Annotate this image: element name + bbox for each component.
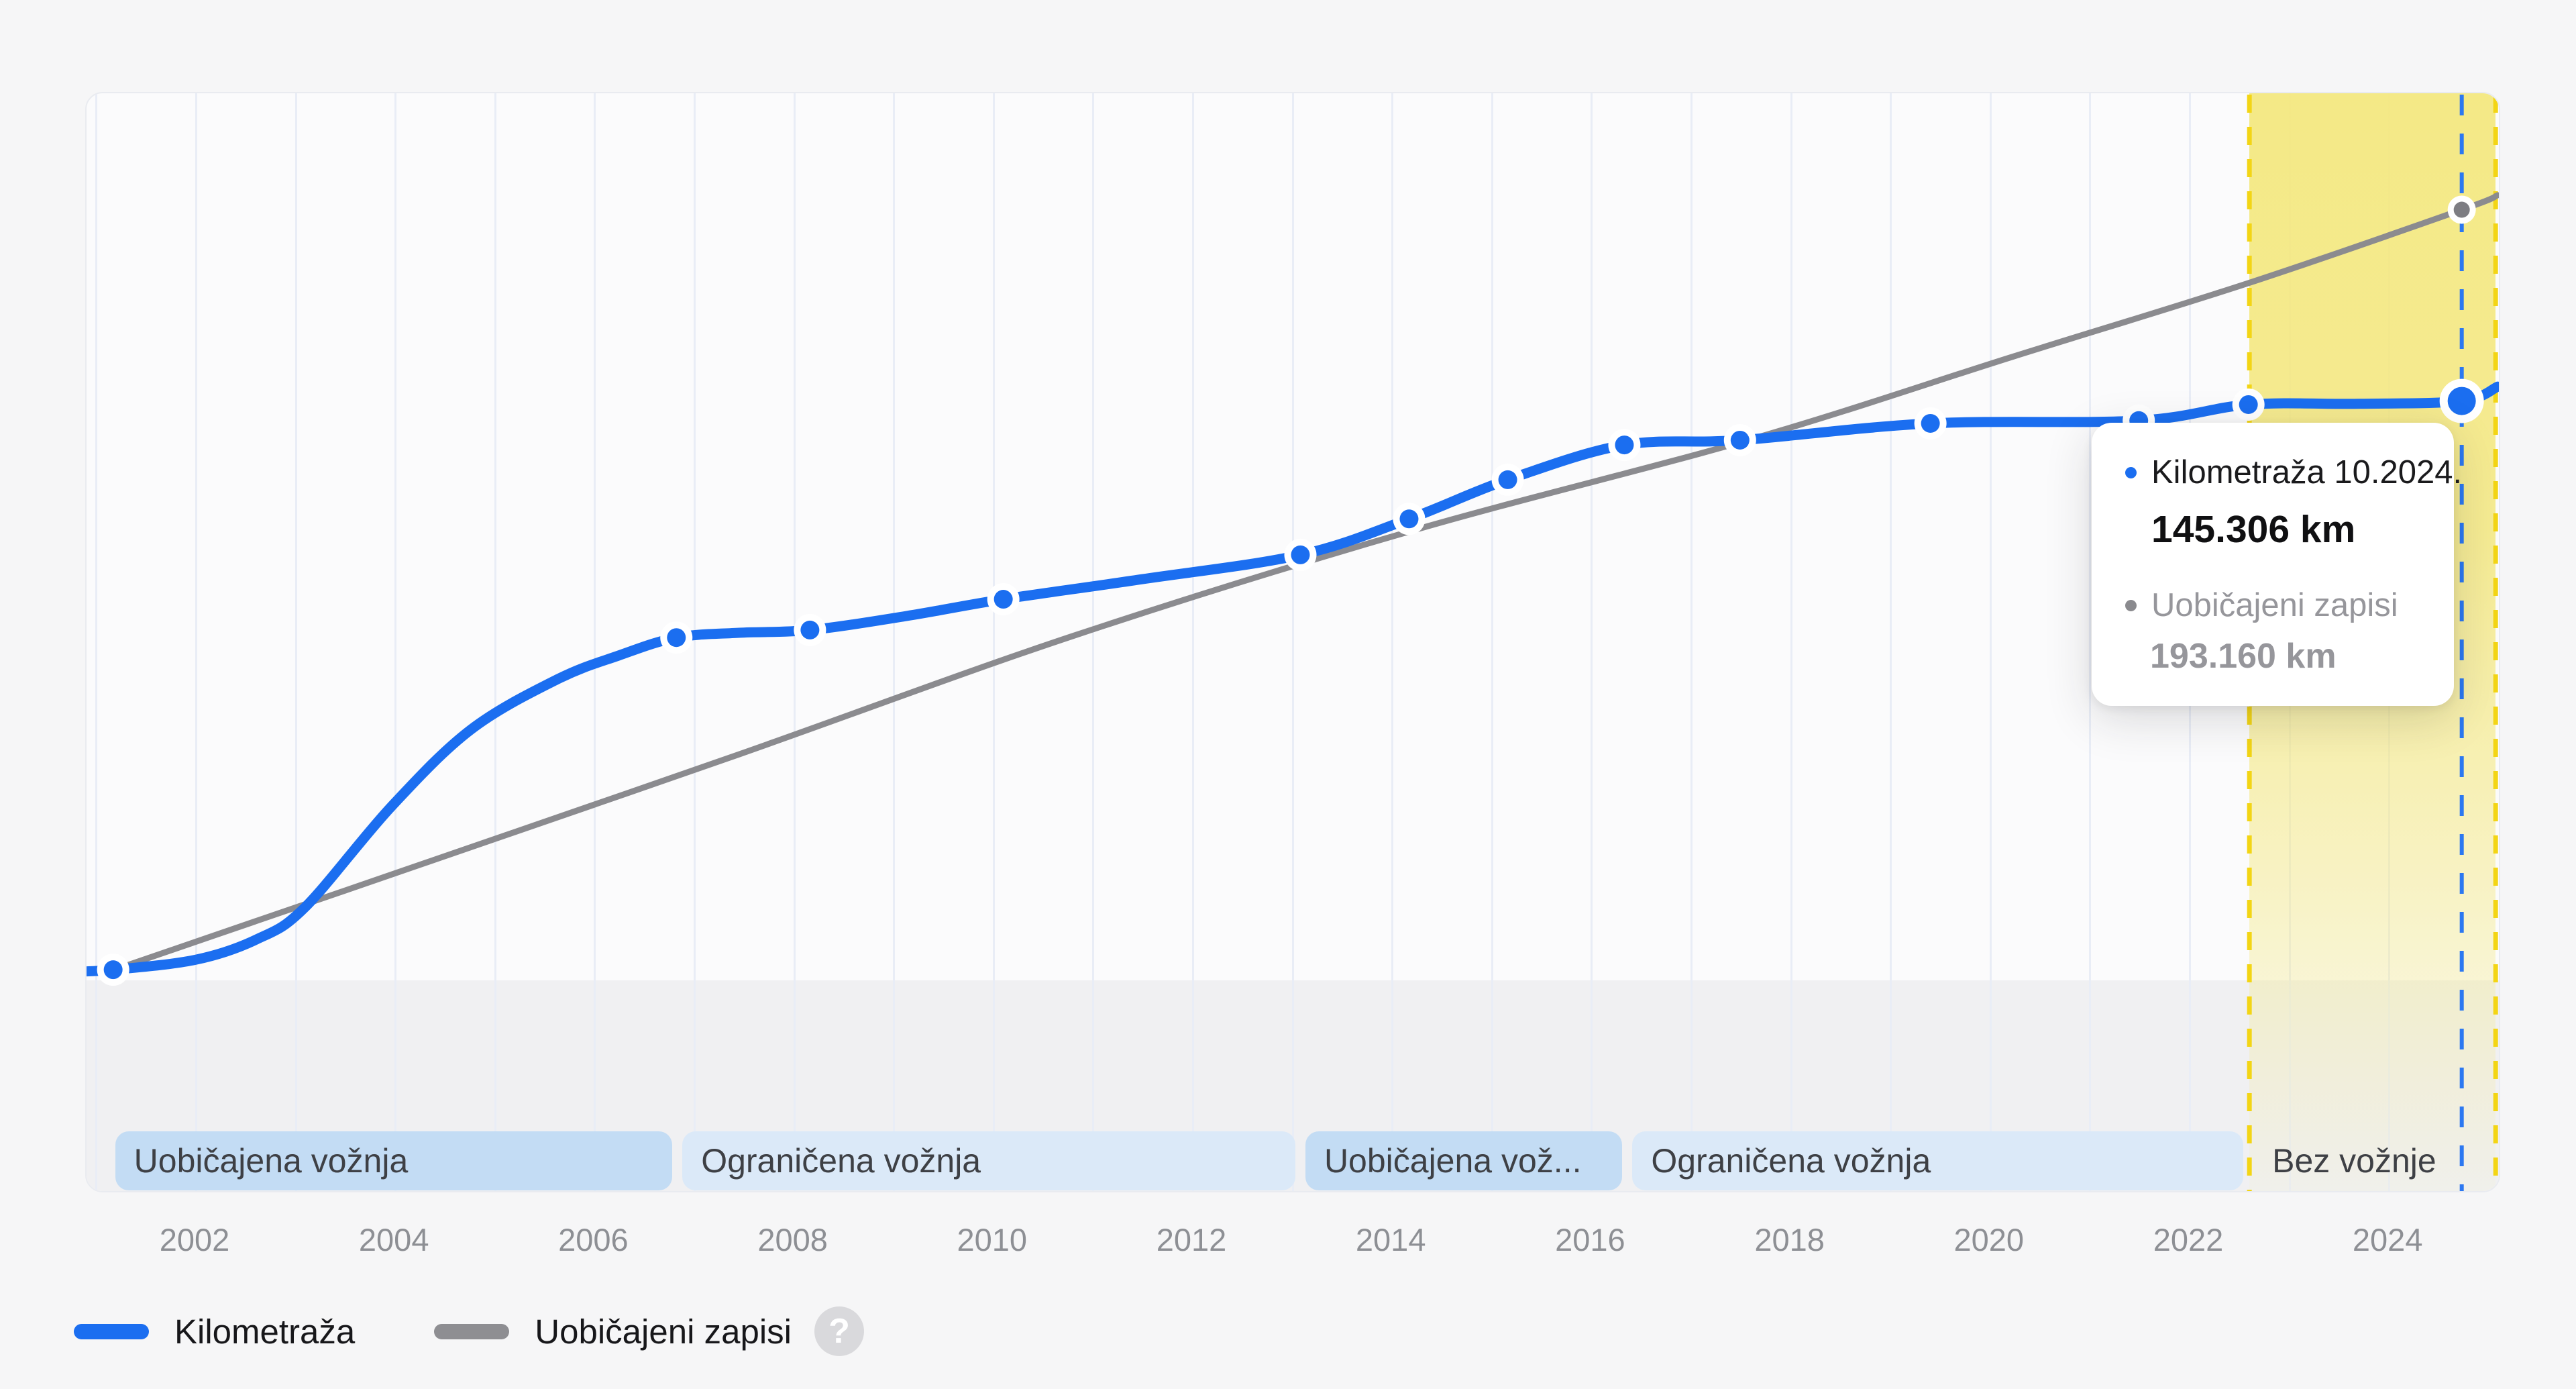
year-gridline	[893, 93, 896, 1191]
data-point[interactable]	[1498, 470, 1517, 489]
period-band: Uobičajena vož...	[1305, 1131, 1623, 1190]
year-gridline	[1790, 93, 1792, 1191]
period-band: Bez vožnje	[2253, 1131, 2491, 1190]
legend: Kilometraža Uobičajeni zapisi ?	[74, 1306, 864, 1356]
period-band-label: Uobičajena vož...	[1324, 1142, 1582, 1180]
x-axis-label: 2022	[2153, 1222, 2224, 1257]
year-gridline	[1192, 93, 1194, 1191]
x-axis-label: 2018	[1754, 1222, 1825, 1257]
legend-item-mileage[interactable]: Kilometraža	[74, 1312, 355, 1351]
data-point[interactable]	[667, 628, 686, 648]
data-point[interactable]	[1921, 413, 1940, 433]
period-band-label: Bez vožnje	[2272, 1142, 2436, 1180]
period-band-label: Uobičajena vožnja	[133, 1142, 409, 1180]
year-gridline	[1092, 93, 1095, 1191]
mileage-line	[87, 381, 2499, 977]
expected-series-dot-icon	[2125, 599, 2137, 611]
period-band: Uobičajena vožnja	[115, 1131, 673, 1190]
legend-mileage-label: Kilometraža	[174, 1312, 356, 1351]
year-gridline	[494, 93, 496, 1191]
x-axis-label: 2008	[757, 1222, 828, 1257]
data-point[interactable]	[1291, 545, 1310, 564]
legend-expected-label: Uobičajeni zapisi	[535, 1312, 792, 1351]
data-point[interactable]	[1615, 435, 1634, 455]
period-band: Ograničena vožnja	[682, 1131, 1296, 1190]
year-gridline	[294, 93, 297, 1191]
year-gridline	[992, 93, 995, 1191]
x-axis-label: 2020	[1953, 1222, 2025, 1257]
year-gridline	[1491, 93, 1493, 1191]
tooltip: Kilometraža 10.2024. 145.306 km Uobičaje…	[2092, 423, 2462, 706]
year-gridline	[594, 93, 596, 1191]
year-gridline	[793, 93, 796, 1191]
tooltip-expected-label: Uobičajeni zapisi	[2151, 587, 2398, 623]
mileage-series-dot-icon	[2125, 466, 2137, 478]
data-point[interactable]	[1399, 509, 1419, 529]
data-point[interactable]	[800, 620, 820, 639]
period-band-label: Ograničena vožnja	[1651, 1142, 1931, 1180]
year-gridline	[1989, 93, 1992, 1191]
data-point[interactable]	[1730, 430, 1750, 450]
chart-background-layer: Uobičajena vožnja Ograničena vožnja Uobiča…	[87, 93, 2499, 1191]
year-gridline	[95, 93, 98, 1191]
x-axis-label: 2024	[2352, 1222, 2423, 1257]
year-gridline	[2089, 93, 2092, 1191]
tooltip-row-expected: Uobičajeni zapisi	[2125, 586, 2420, 624]
year-gridline	[1591, 93, 1593, 1191]
expected-line-swatch-icon	[434, 1323, 510, 1339]
tooltip-row-mileage: Kilometraža 10.2024.	[2125, 454, 2462, 491]
year-gridline	[694, 93, 696, 1191]
data-point[interactable]	[2239, 395, 2258, 414]
chart-plot	[87, 95, 2499, 1191]
x-axis-label: 2006	[558, 1222, 629, 1257]
year-gridline	[1291, 93, 1294, 1191]
year-gridline	[394, 93, 397, 1191]
period-band: Ograničena vožnja	[1632, 1131, 2244, 1190]
year-gridline	[1690, 93, 1693, 1191]
x-axis-label: 2012	[1156, 1222, 1227, 1257]
tooltip-mileage-value: 145.306 km	[2151, 508, 2356, 551]
data-point[interactable]	[994, 590, 1013, 609]
period-band-label: Ograničena vožnja	[701, 1142, 981, 1180]
current-data-point[interactable]	[2447, 387, 2476, 415]
tooltip-expected-value: 193.160 km	[2150, 637, 2337, 676]
legend-item-expected[interactable]: Uobičajeni zapisi	[434, 1312, 792, 1351]
year-gridline	[1890, 93, 1892, 1191]
x-axis-label: 2010	[957, 1222, 1028, 1257]
x-axis-label: 2016	[1555, 1222, 1625, 1257]
x-axis-label: 2002	[159, 1222, 230, 1257]
x-axis-label: 2014	[1355, 1222, 1426, 1257]
data-point[interactable]	[103, 960, 123, 980]
year-gridline	[1391, 93, 1394, 1191]
mileage-line-swatch-icon	[74, 1323, 149, 1339]
expected-end-point[interactable]	[2453, 201, 2470, 218]
tooltip-mileage-label: Kilometraža 10.2024.	[2151, 454, 2463, 491]
help-icon[interactable]: ?	[814, 1306, 864, 1356]
year-gridline	[195, 93, 197, 1191]
x-axis-label: 2004	[358, 1222, 429, 1257]
